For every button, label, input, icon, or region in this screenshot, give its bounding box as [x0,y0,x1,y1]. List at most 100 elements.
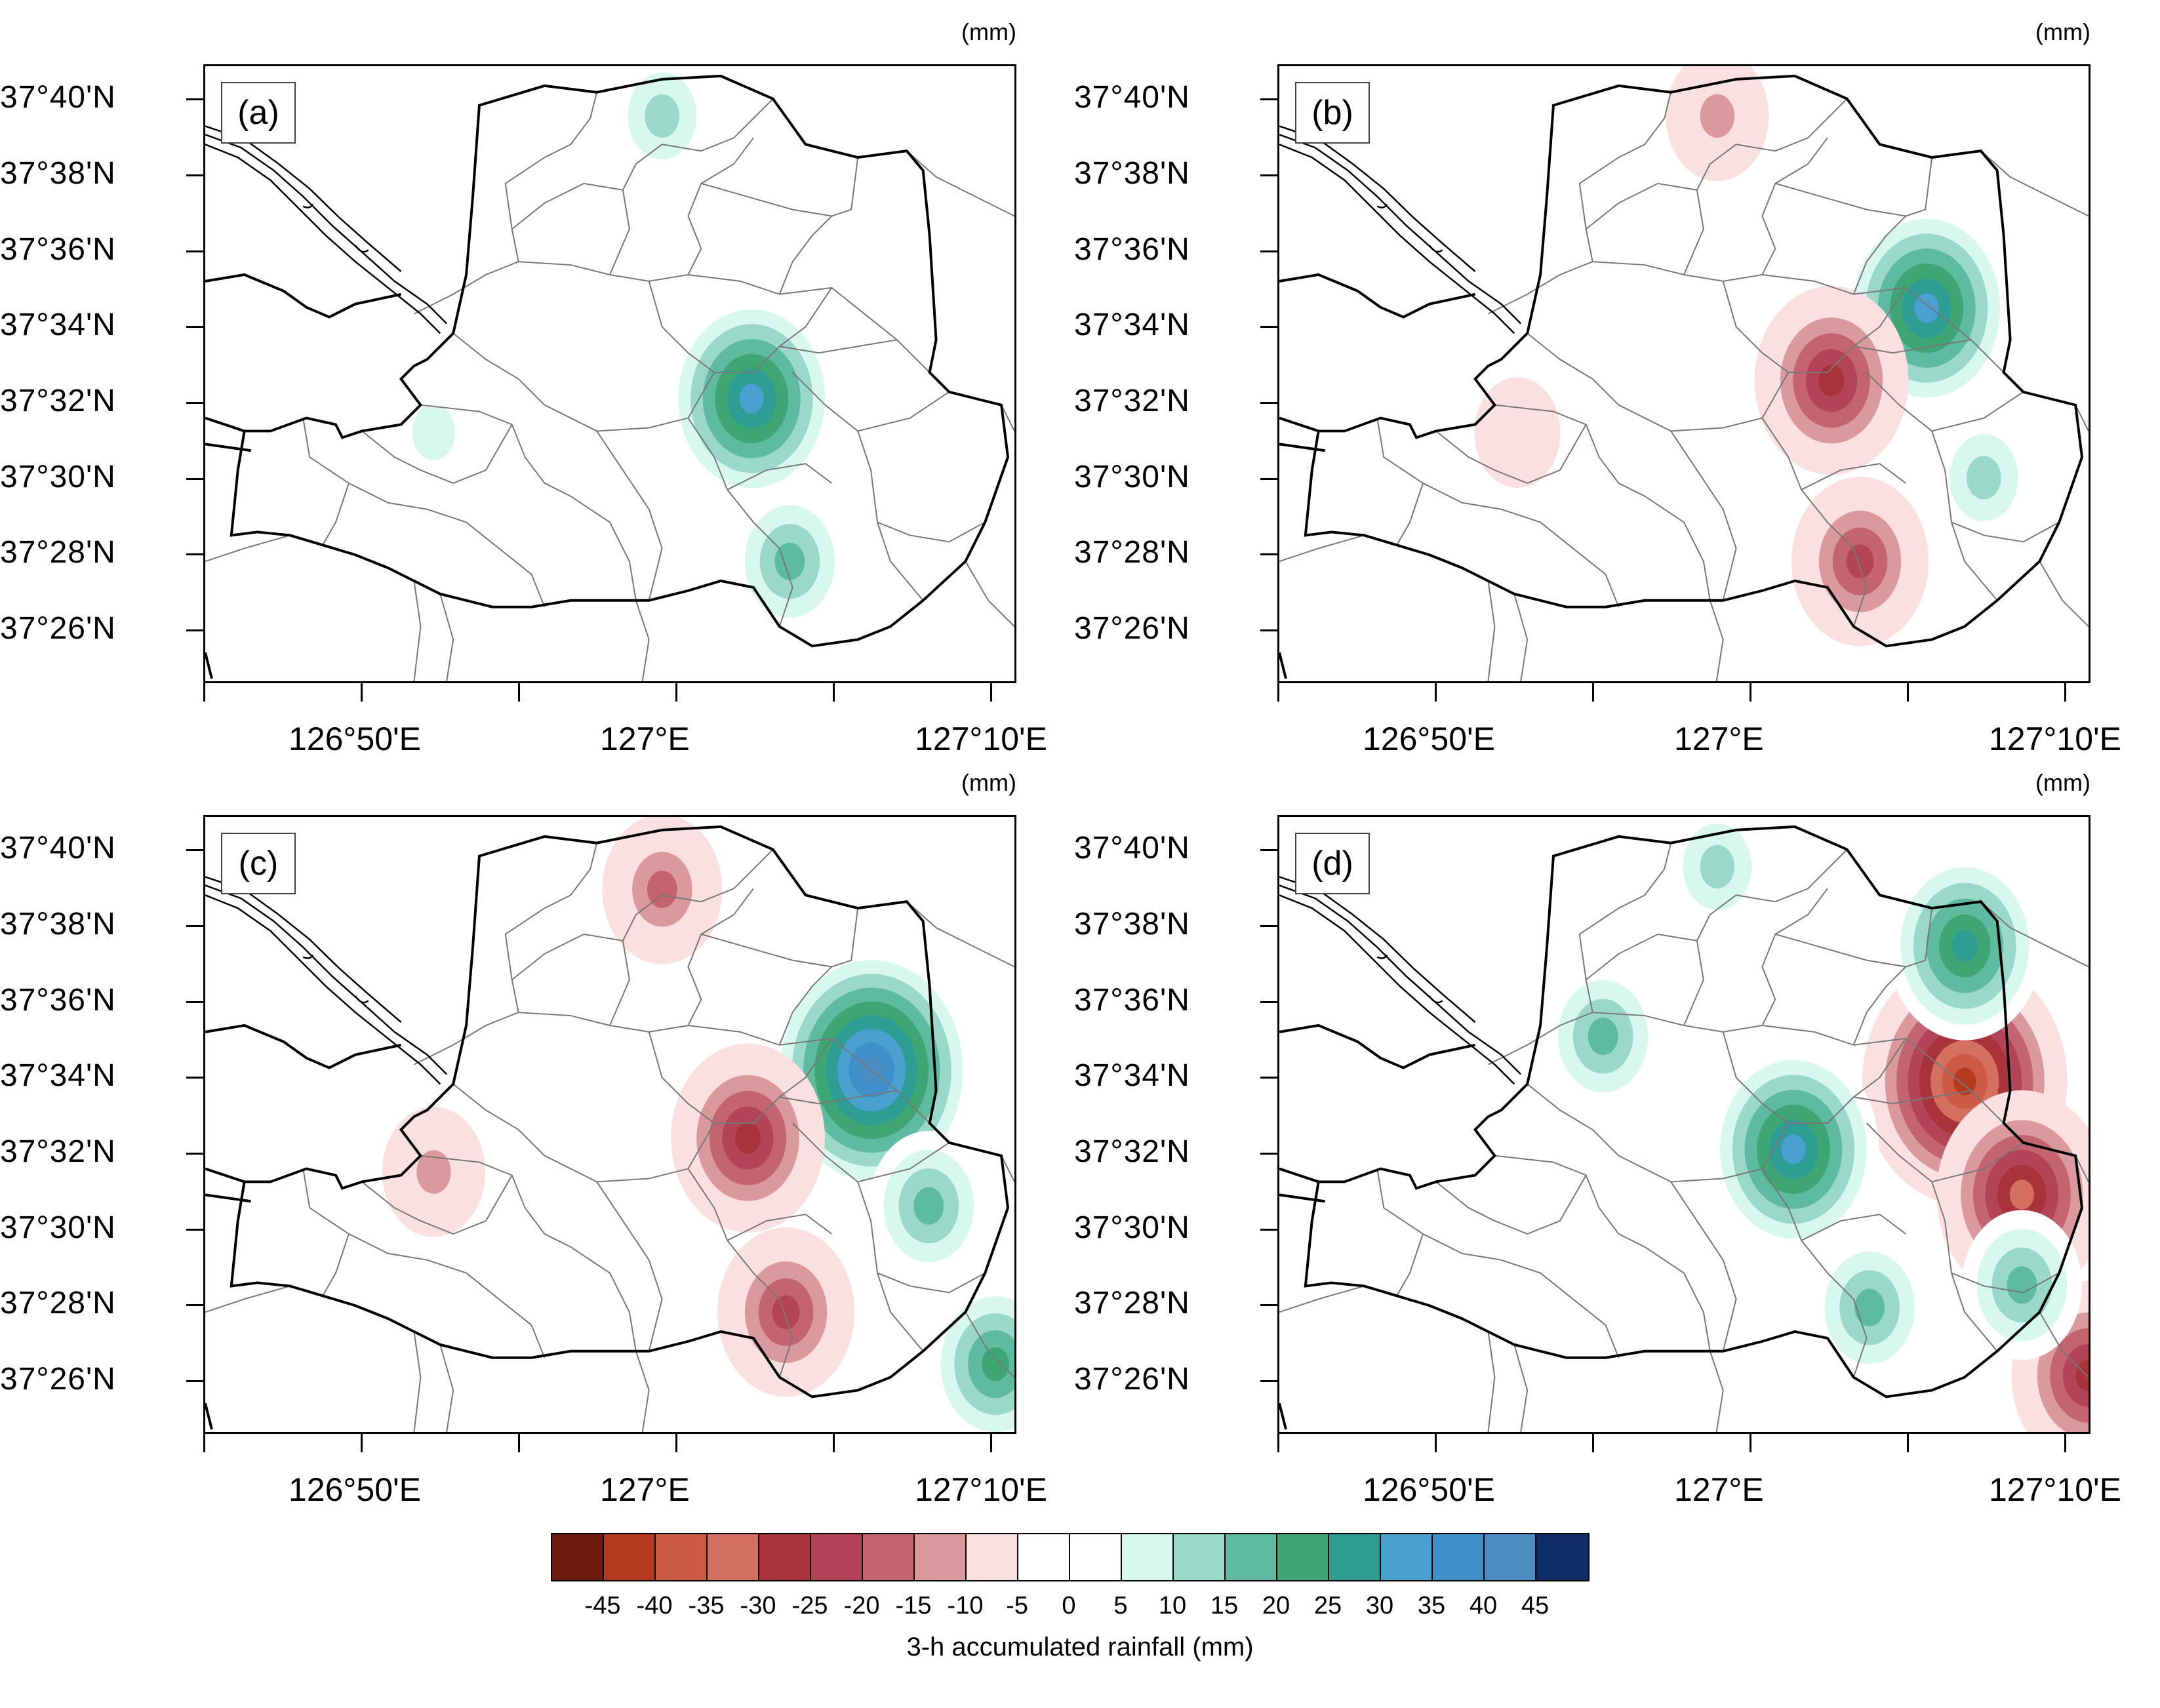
colorbar-tick-label: -40 [636,1592,673,1619]
lon-tick-label: 127°E [1674,721,1764,757]
rainfall-contour [772,1295,800,1330]
lon-tick [361,1434,363,1452]
colorbar-swatch [1433,1534,1485,1580]
district-boundary [205,1285,290,1313]
unit-label: (mm) [2035,769,2090,796]
district-boundary [1951,1272,2060,1294]
panel-c: (c) (mm) 37°40'N 37°38'N 37°36'N 37°34'N 37°… [0,751,1047,1508]
lat-tick-label: 37°36'N [1074,231,1190,267]
lat-tick-label: 37°30'N [1074,459,1190,494]
lat-tick [1260,849,1277,852]
colorbar-swatch [656,1534,708,1580]
lat-tick [1260,402,1277,405]
lat-tick [1260,1228,1277,1231]
lon-tick [361,683,363,702]
district-boundary [302,418,546,608]
district-boundary [857,391,950,432]
district-boundary [1001,1155,1014,1182]
lon-tick [833,683,835,702]
lat-tick [186,849,203,852]
colorbar-swatch [552,1534,604,1580]
district-boundary [857,1142,950,1183]
lat-tick-label: 37°34'N [0,308,116,343]
district-boundary [1487,1331,1496,1432]
district-boundary [1435,424,1587,485]
lat-tick [186,925,203,928]
colorbar-ticks: -45 -40 -35 -30 -25 -20 -15 -10 -5 0 5 10 15 20 25 30 35… [551,1592,1600,1631]
lon-tick [1277,1434,1279,1452]
district-boundary [635,1351,650,1432]
district-boundary [504,843,598,1013]
colorbar-tick-label: 25 [1313,1592,1342,1619]
district-boundary [2039,561,2089,627]
lat-tick [186,1001,203,1003]
district-boundary [205,534,290,563]
lat-tick [186,1380,203,1383]
district-boundary [1494,1155,1711,1351]
lat-tick-label: 37°38'N [1074,156,1190,191]
district-boundary [1670,1181,1737,1352]
lat-tick-label: 37°32'N [0,1134,116,1170]
lat-tick-label: 37°32'N [1074,384,1190,419]
district-boundary [1001,405,1014,431]
colorbar-swatch [1226,1534,1277,1580]
lat-tick [186,1304,203,1307]
city-boundary [1304,825,2084,1399]
district-boundary [1761,1168,1868,1378]
rainfall-contour [1700,844,1735,888]
lat-tick-label: 37°40'N [1074,831,1190,866]
panel-label: (d) [1295,833,1370,894]
rainfall-contour [1781,1134,1806,1164]
lat-tick-label: 37°36'N [0,231,116,267]
map-plot: (d) [1277,815,2090,1434]
lon-tick-label: 127°10'E [915,1471,1047,1508]
lat-tick [1260,250,1277,252]
lat-tick [1260,1380,1277,1383]
lat-tick-label: 37°38'N [0,907,116,942]
district-boundary [1980,901,2089,968]
lat-tick-label: 37°26'N [1074,611,1190,646]
colorbar-tick-label: 20 [1262,1592,1290,1619]
district-boundary [361,424,513,485]
lat-tick [186,1077,203,1079]
district-boundary [727,1214,832,1241]
district-boundary [778,157,859,295]
district-boundary [1376,1168,1620,1359]
lat-tick [186,477,203,480]
lon-tick-label: 127°10'E [1989,721,2121,757]
district-boundary [1761,418,1868,627]
lat-tick [1260,98,1277,101]
district-boundary [877,1272,986,1294]
lon-tick [1907,1434,1909,1452]
district-boundary [1866,372,1998,601]
colorbar-swatch [604,1534,656,1580]
lat-tick-label: 37°38'N [0,156,116,191]
colorbar-tick-label: -15 [895,1592,932,1619]
lat-tick-label: 37°30'N [0,1210,116,1245]
district-boundary [791,372,924,601]
lat-tick-label: 37°26'N [1074,1362,1190,1397]
map-plot: (a) [203,64,1016,683]
lat-tick [186,98,203,101]
lat-tick [1260,1001,1277,1003]
rainfall-contour [1967,456,2001,500]
rainfall-contour [1953,1067,1976,1096]
rainfall-contour [774,542,805,580]
colorbar-swatch [915,1534,967,1580]
colorbar-swatch [1122,1534,1174,1580]
unit-label: (mm) [961,769,1016,796]
district-boundary [1494,404,1711,601]
lat-tick [186,1153,203,1155]
unit-label: (mm) [2035,18,2090,45]
colorbar-tick-label: -25 [791,1592,828,1619]
district-boundary [1670,430,1737,601]
colorbar-swatch [863,1534,915,1580]
district-boundary [504,92,598,262]
district-boundary [1761,137,1828,275]
map-svg [1279,817,2089,1432]
district-boundary [452,332,715,432]
lat-tick [1260,925,1277,928]
rainfall-contour [2009,1180,2035,1210]
district-boundary [1709,600,1724,681]
district-boundary [413,1331,422,1432]
